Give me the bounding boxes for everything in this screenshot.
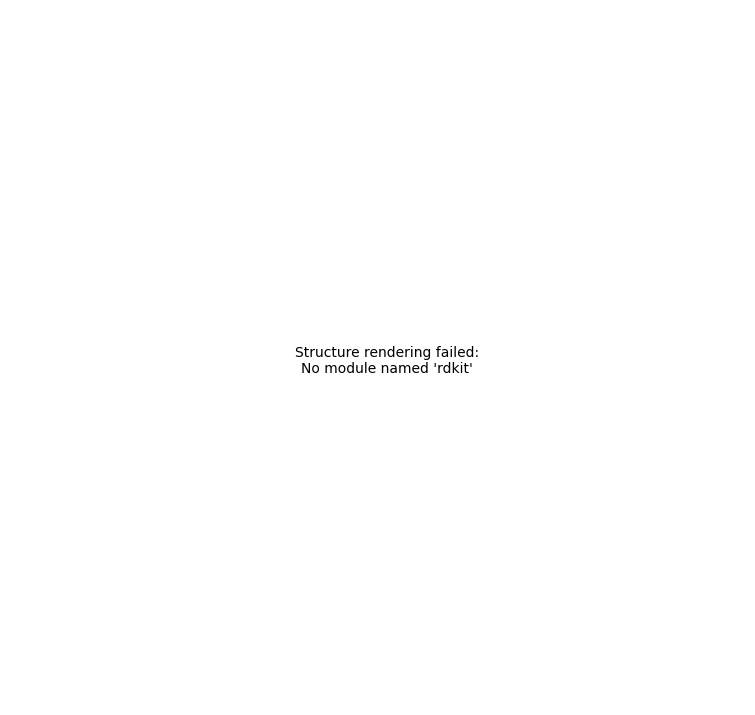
Text: Structure rendering failed:
No module named 'rdkit': Structure rendering failed: No module na…: [295, 346, 479, 376]
